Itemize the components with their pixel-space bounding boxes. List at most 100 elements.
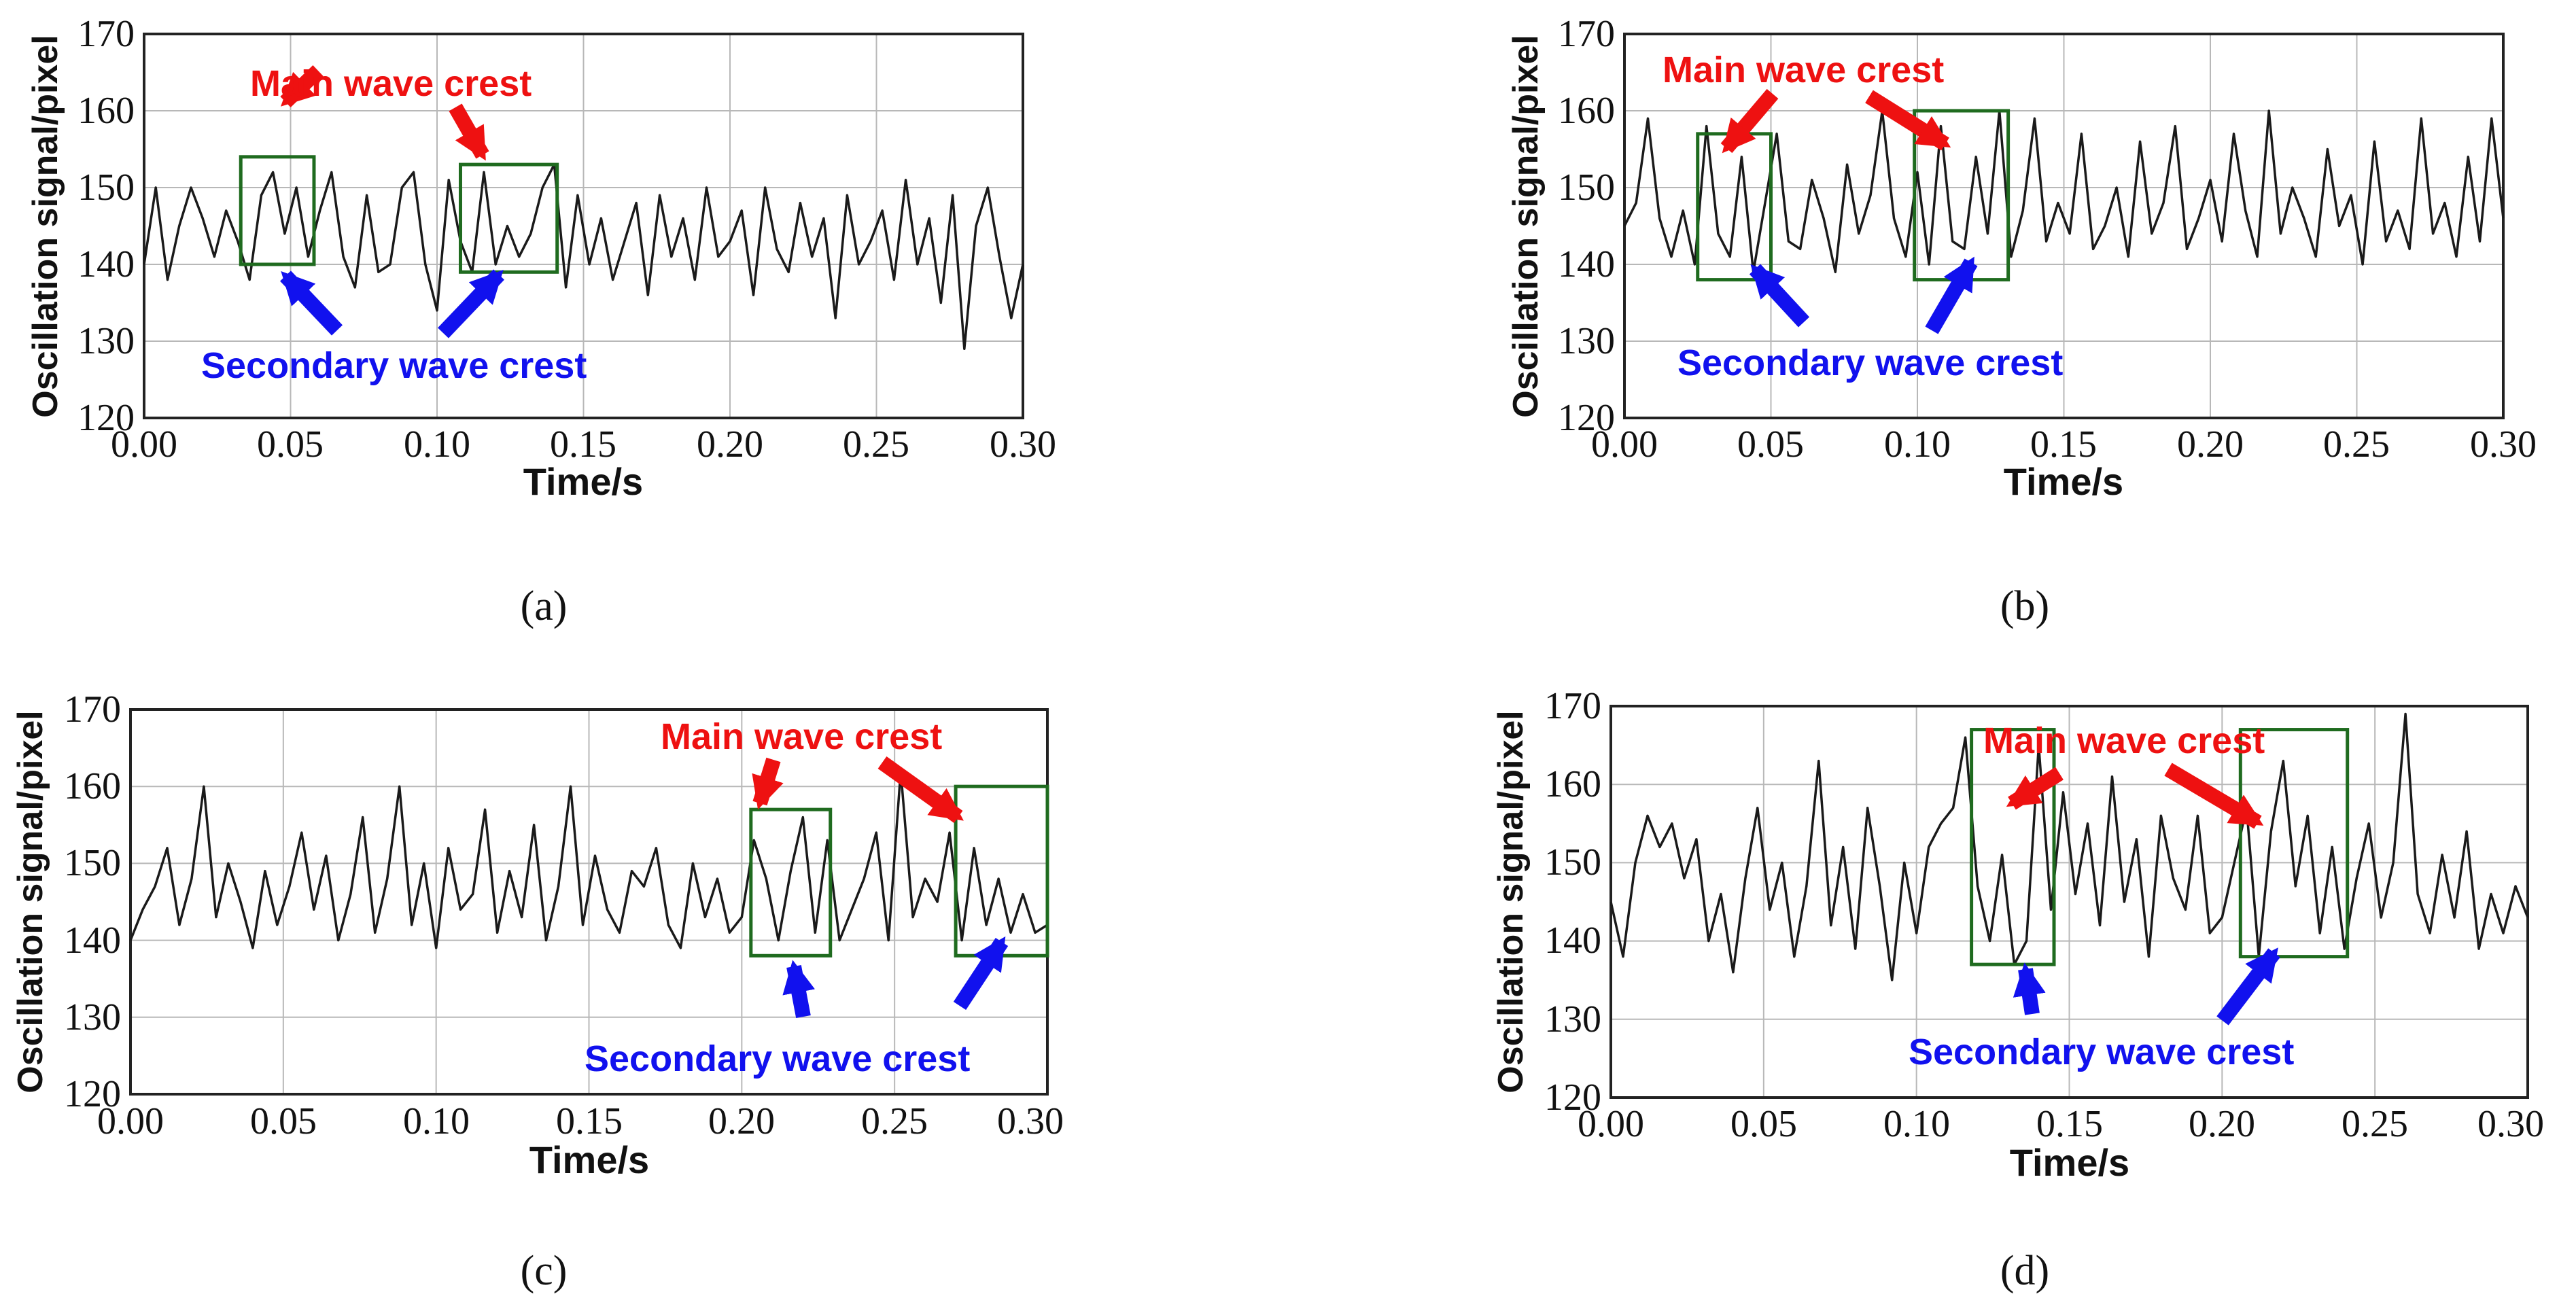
panel-c-xtick-label: 0.15: [556, 1100, 623, 1142]
panel-c-ytick-label: 170: [64, 688, 121, 731]
panel-a-main-crest-arrow: [280, 65, 324, 107]
panel-c-x-axis-label: Time/s: [529, 1138, 649, 1181]
panel-b-xtick-labels: 0.00 0.05 0.10 0.15 0.20 0.25 0.30: [1591, 423, 2537, 466]
panel-a-xtick-label: 0.20: [697, 423, 763, 466]
panel-b-secondary-crest-arrow: [1749, 264, 1810, 328]
panel-b-xtick-label: 0.10: [1884, 423, 1951, 466]
panel-a-series-line: [143, 163, 1024, 351]
panel-b-xtick-label: 0.00: [1591, 423, 1658, 466]
panel-c-xtick-labels: 0.00 0.05 0.10 0.15 0.20 0.25 0.30: [97, 1100, 1064, 1142]
panel-b-x-axis-label: Time/s: [2004, 460, 2123, 503]
panel-b-main-crest-arrow: [1865, 90, 1951, 151]
panel-d-secondary-crest-label: Secondary wave crest: [1909, 1032, 2294, 1072]
panel-c-secondary-crest-arrow: [782, 960, 815, 1019]
panel-b: 120 130 140 150 160 170 0.00 0.05 0.10 0…: [1506, 13, 2537, 629]
panel-c-y-axis-label: Oscillation signal/pixel: [11, 710, 50, 1093]
panel-c-caption: (c): [521, 1248, 568, 1294]
panel-a-ytick-label: 150: [77, 167, 135, 209]
panel-a-crest-box: [239, 155, 316, 266]
panel-d-ytick-label: 170: [1544, 685, 1601, 727]
panel-d-crest-box: [1970, 728, 2056, 966]
panel-a-ytick-label: 140: [77, 243, 135, 285]
panel-b-ytick-labels: 120 130 140 150 160 170: [1558, 13, 1615, 439]
panel-c-series-line: [129, 769, 1048, 949]
panel-b-xtick-label: 0.05: [1737, 423, 1804, 466]
panel-c-secondary-crest-arrow: [953, 936, 1009, 1011]
panel-b-ytick-label: 170: [1558, 13, 1615, 55]
panel-a-xtick-labels: 0.00 0.05 0.10 0.15 0.20 0.25 0.30: [111, 423, 1056, 466]
panel-d-xtick-label: 0.10: [1883, 1103, 1950, 1145]
panel-d-main-crest-arrow: [2006, 767, 2064, 810]
panel-a-xtick-label: 0.10: [404, 423, 470, 466]
panel-c-main-crest-arrow: [877, 756, 964, 823]
panel-d-series-line: [1609, 712, 2529, 981]
panel-d-main-crest-label: Main wave crest: [1983, 720, 2265, 761]
panel-c-xtick-label: 0.30: [997, 1100, 1064, 1142]
panel-d-xtick-label: 0.05: [1730, 1103, 1797, 1145]
panel-c-grid: [130, 709, 1048, 1095]
panel-b-y-axis-label: Oscillation signal/pixel: [1506, 35, 1546, 418]
panel-b-ytick-label: 120: [1558, 397, 1615, 439]
panel-c-xtick-label: 0.00: [97, 1100, 164, 1142]
panel-d-ytick-label: 120: [1544, 1076, 1601, 1119]
panel-d-secondary-crest-arrow: [2216, 947, 2280, 1026]
panel-d-ytick-label: 130: [1544, 998, 1601, 1040]
panel-c-ytick-labels: 120 130 140 150 160 170: [64, 688, 121, 1115]
panel-b-xtick-label: 0.20: [2177, 423, 2244, 466]
panel-c-secondary-crest-label: Secondary wave crest: [585, 1038, 970, 1079]
panel-d-ytick-label: 160: [1544, 763, 1601, 805]
panel-a-secondary-crest-label: Secondary wave crest: [201, 345, 587, 386]
panel-d-xtick-label: 0.00: [1578, 1103, 1644, 1145]
panel-d: 120 130 140 150 160 170 0.00 0.05 0.10 0…: [1491, 685, 2544, 1294]
panel-c: 120 130 140 150 160 170 0.00 0.05 0.10 0…: [11, 688, 1064, 1294]
panel-a-xtick-label: 0.00: [111, 423, 177, 466]
panel-a-main-crest-arrow: [449, 103, 489, 161]
panel-c-ytick-label: 120: [64, 1073, 121, 1115]
panel-b-xtick-label: 0.15: [2030, 423, 2097, 466]
panel-c-main-crest-label: Main wave crest: [661, 716, 942, 757]
panel-a-secondary-crest-arrow: [280, 270, 343, 336]
panel-a-crest-box: [458, 162, 559, 274]
panel-a-xtick-label: 0.15: [550, 423, 616, 466]
panel-b-caption: (b): [2000, 583, 2049, 629]
panel-b-secondary-crest-label: Secondary wave crest: [1677, 343, 2063, 383]
panel-d-x-axis-label: Time/s: [2010, 1141, 2129, 1184]
panel-a-ytick-label: 160: [77, 90, 135, 132]
panel-d-crest-box: [2238, 728, 2350, 959]
panel-c-main-crest-arrow: [752, 757, 784, 810]
panel-b-ytick-label: 150: [1558, 167, 1615, 209]
panel-a-ytick-label: 170: [77, 13, 135, 55]
panel-a-caption: (a): [521, 583, 568, 629]
panel-d-xtick-label: 0.15: [2036, 1103, 2103, 1145]
panel-a-xtick-label: 0.30: [990, 423, 1056, 466]
panel-a-ytick-label: 130: [77, 320, 135, 362]
panel-d-xtick-label: 0.30: [2477, 1103, 2544, 1145]
panel-c-ytick-label: 160: [64, 765, 121, 807]
panel-b-xtick-label: 0.30: [2470, 423, 2537, 466]
panel-b-xtick-label: 0.25: [2323, 423, 2390, 466]
panel-a-x-axis-label: Time/s: [523, 460, 643, 503]
panel-a-ytick-labels: 120 130 140 150 160 170: [77, 13, 135, 439]
panel-c-ytick-label: 140: [64, 920, 121, 962]
panel-a-ytick-label: 120: [77, 397, 135, 439]
panel-d-y-axis-label: Oscillation signal/pixel: [1491, 710, 1531, 1093]
panel-b-main-crest-label: Main wave crest: [1663, 50, 1944, 90]
panel-d-xtick-label: 0.25: [2342, 1103, 2408, 1145]
panel-d-xtick-labels: 0.00 0.05 0.10 0.15 0.20 0.25 0.30: [1578, 1103, 2544, 1145]
panel-d-ytick-labels: 120 130 140 150 160 170: [1544, 685, 1601, 1119]
panel-d-xtick-label: 0.20: [2189, 1103, 2255, 1145]
panel-c-xtick-label: 0.20: [708, 1100, 775, 1142]
panel-a-plot-frame: [143, 33, 1024, 419]
panel-a-xtick-label: 0.25: [843, 423, 909, 466]
panel-c-xtick-label: 0.25: [861, 1100, 928, 1142]
panel-d-ytick-label: 140: [1544, 920, 1601, 962]
panel-c-ytick-label: 130: [64, 996, 121, 1038]
panel-d-caption: (d): [2000, 1248, 2049, 1294]
panel-b-secondary-crest-arrow: [1925, 256, 1978, 334]
panel-c-xtick-label: 0.05: [250, 1100, 317, 1142]
panel-a-y-axis-label: Oscillation signal/pixel: [26, 35, 65, 418]
panel-b-ytick-label: 130: [1558, 320, 1615, 362]
panel-b-ytick-label: 140: [1558, 243, 1615, 285]
panel-c-ytick-label: 150: [64, 842, 121, 884]
